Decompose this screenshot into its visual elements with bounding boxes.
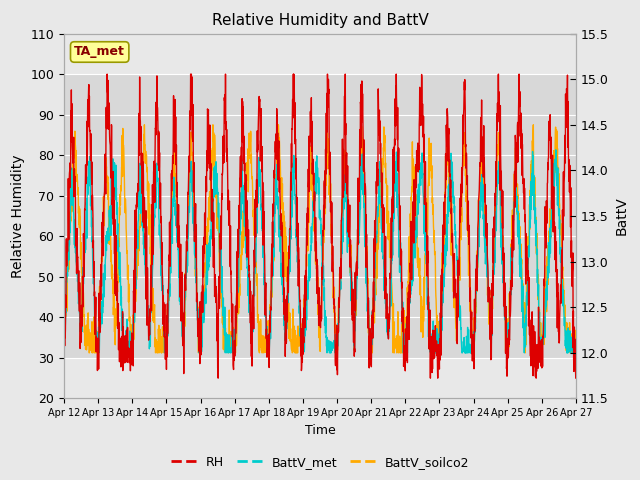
Title: Relative Humidity and BattV: Relative Humidity and BattV bbox=[212, 13, 428, 28]
X-axis label: Time: Time bbox=[305, 424, 335, 437]
Bar bbox=[64, 74, 576, 358]
Text: TA_met: TA_met bbox=[74, 46, 125, 59]
Y-axis label: BattV: BattV bbox=[614, 197, 628, 235]
Y-axis label: Relative Humidity: Relative Humidity bbox=[11, 154, 25, 278]
Legend: RH, BattV_met, BattV_soilco2: RH, BattV_met, BattV_soilco2 bbox=[166, 451, 474, 474]
